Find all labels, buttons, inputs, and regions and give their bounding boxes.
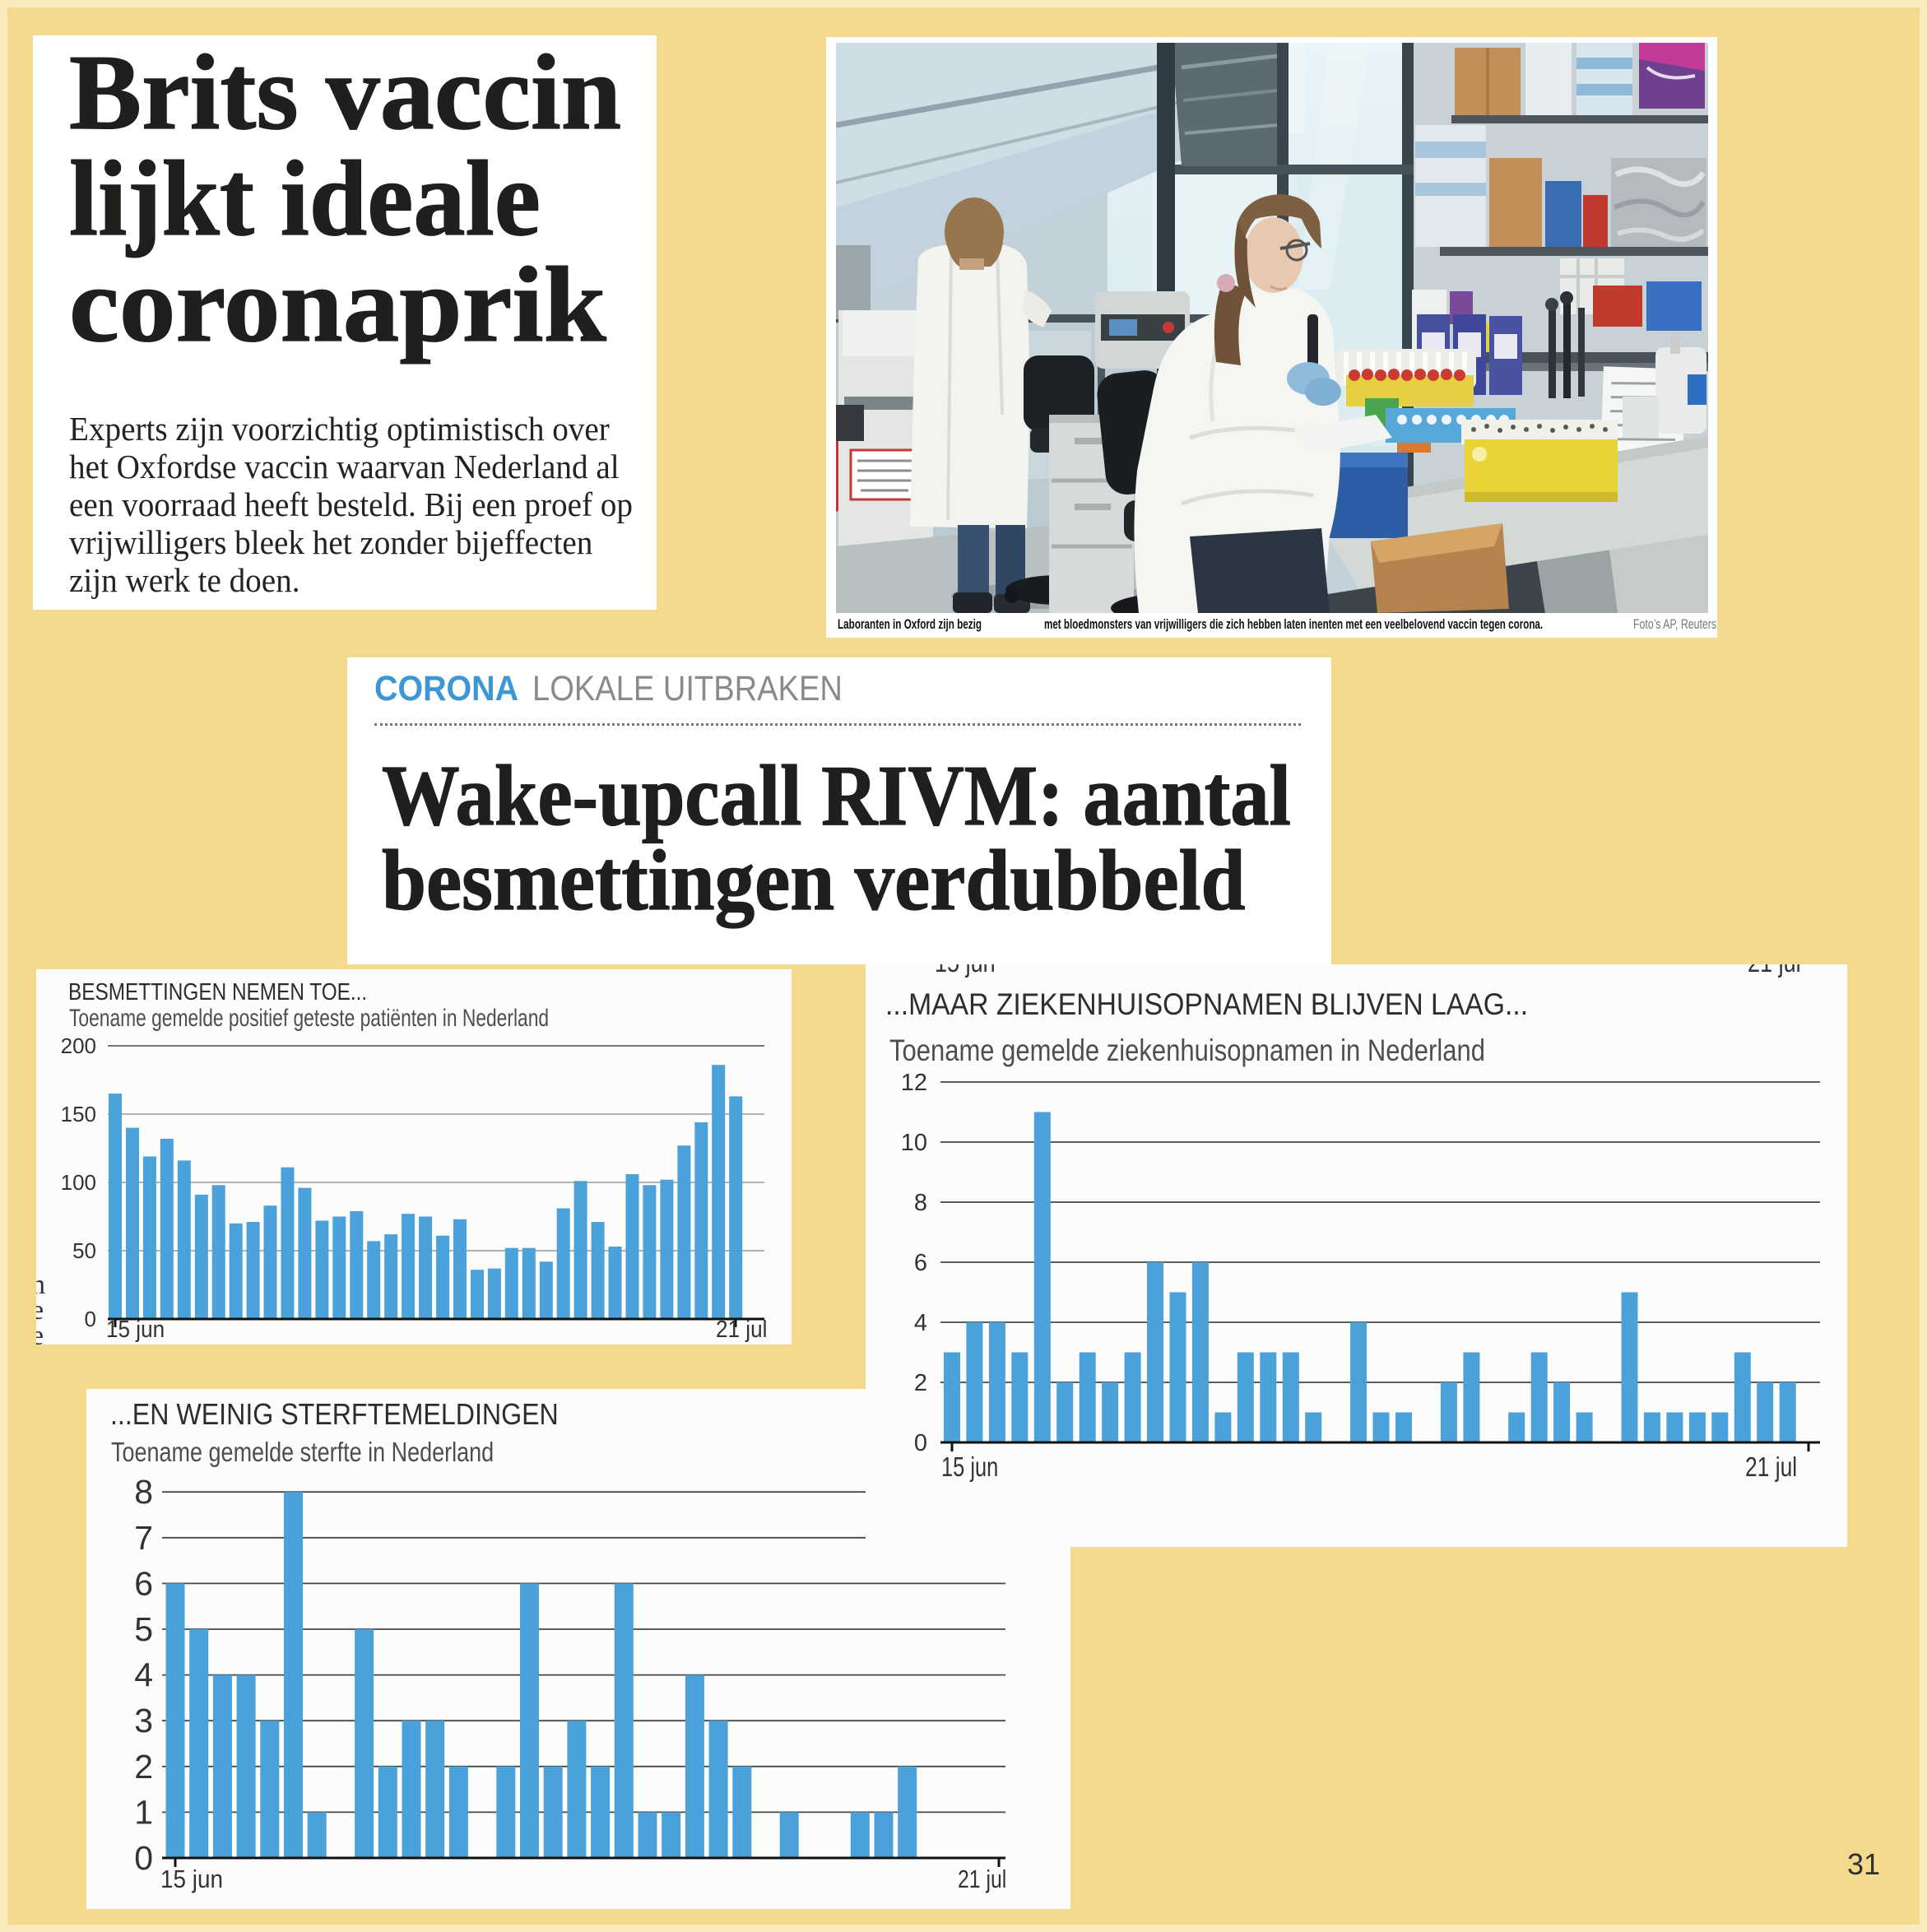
svg-text:0: 0 bbox=[134, 1839, 153, 1877]
svg-text:1: 1 bbox=[134, 1793, 153, 1831]
svg-text:4: 4 bbox=[134, 1656, 153, 1694]
svg-text:200: 200 bbox=[61, 1033, 96, 1058]
svg-text:2: 2 bbox=[914, 1370, 927, 1396]
svg-text:6: 6 bbox=[914, 1250, 927, 1276]
svg-text:8: 8 bbox=[134, 1473, 153, 1511]
svg-text:5: 5 bbox=[134, 1610, 153, 1648]
svg-text:3: 3 bbox=[134, 1702, 153, 1739]
svg-text:10: 10 bbox=[901, 1130, 927, 1156]
svg-text:100: 100 bbox=[61, 1170, 96, 1195]
svg-text:150: 150 bbox=[61, 1102, 96, 1126]
svg-text:0: 0 bbox=[914, 1430, 927, 1456]
svg-text:12: 12 bbox=[901, 1070, 927, 1096]
svg-text:50: 50 bbox=[72, 1238, 96, 1263]
svg-text:6: 6 bbox=[134, 1564, 153, 1602]
svg-text:0: 0 bbox=[85, 1307, 96, 1331]
svg-text:7: 7 bbox=[134, 1519, 153, 1557]
svg-text:4: 4 bbox=[914, 1310, 927, 1336]
svg-text:8: 8 bbox=[914, 1190, 927, 1216]
svg-text:2: 2 bbox=[134, 1748, 153, 1786]
